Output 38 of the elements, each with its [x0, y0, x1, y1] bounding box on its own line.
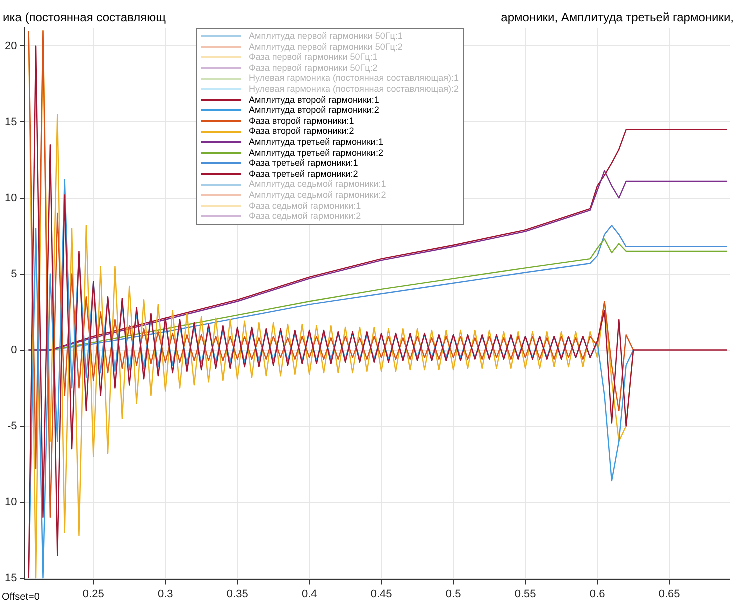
legend-label: Фаза третьей гармоники:1	[249, 158, 358, 169]
legend-label: Фаза первой гармоники 50Гц:1	[249, 52, 378, 63]
legend-label: Фаза седьмой гармоники:1	[249, 200, 362, 212]
legend-label: Амплитуда второй гармоники:2	[249, 105, 380, 116]
y-tick-label: 5	[11, 268, 18, 280]
y-tick-label: 10	[4, 496, 18, 508]
text: армоники, Амплитуда третьей гармоники,	[501, 10, 734, 24]
chart-title: ика (постоянная составляющ	[3, 10, 166, 24]
y-tick-label: 15	[4, 572, 18, 584]
legend-label: Нулевая гармоника (постоянная составляющая):2	[249, 84, 460, 95]
x-tick-label: 0.5	[446, 588, 462, 600]
x-tick-label: 0.3	[158, 588, 174, 600]
x-tick-label: 0.35	[226, 588, 248, 600]
legend-label: Фаза второй гармоники:1	[249, 116, 354, 126]
x-tick-label: 0.25	[82, 588, 104, 600]
legend-label: Амплитуда первой гармоники 50Гц:2	[249, 42, 403, 52]
legend-label: Фаза третьей гармоники:2	[249, 168, 358, 180]
legend-label: Амплитуда седьмой гармоники:1	[249, 179, 386, 190]
y-tick-label: 0	[11, 344, 18, 356]
legend-label: Фаза второй гармоники:2	[249, 126, 354, 137]
legend-label: Амплитуда третьей гармоники:1	[249, 136, 384, 148]
y-tick-label: 15	[4, 116, 18, 128]
x-tick-label: 0.4	[302, 588, 318, 600]
text: Offset=0	[2, 592, 40, 603]
x-tick-label: 0.65	[658, 588, 680, 600]
y-tick-label: -5	[7, 420, 18, 432]
legend-label: Фаза седьмой гармоники:2	[249, 211, 362, 222]
x-tick-label: 0.45	[370, 588, 392, 600]
legend-label: Нулевая гармоника (постоянная составляющая):1	[249, 73, 460, 84]
legend-label: Амплитуда третьей гармоники:2	[249, 148, 384, 158]
legend-label: Фаза первой гармоники 50Гц:2	[249, 62, 378, 74]
legend-label: Амплитуда первой гармоники 50Гц:1	[249, 31, 403, 42]
y-tick-label: 20	[4, 40, 18, 52]
x-tick-label: 0.6	[590, 588, 606, 600]
legend-label: Амплитуда второй гармоники:1	[249, 94, 380, 106]
legend-label: Амплитуда седьмой гармоники:2	[249, 190, 386, 200]
x-tick-label: 0.55	[514, 588, 536, 600]
y-tick-label: 10	[4, 192, 18, 204]
